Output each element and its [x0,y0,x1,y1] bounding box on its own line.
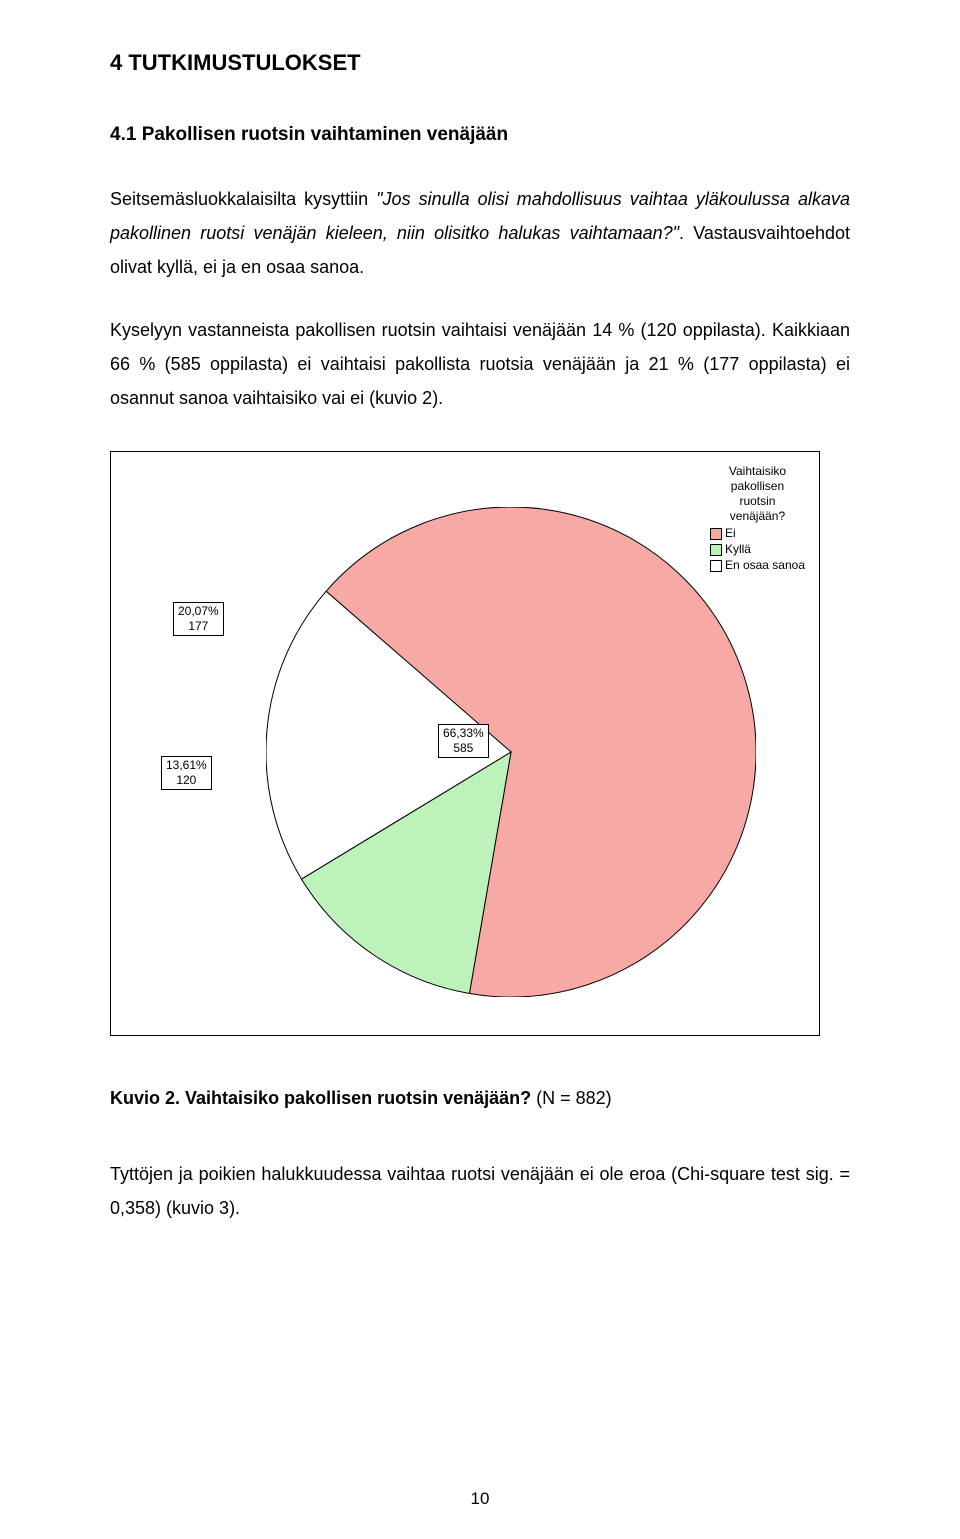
paragraph-2: Kyselyyn vastanneista pakollisen ruotsin… [110,313,850,416]
value-label-count: 177 [178,619,219,634]
paragraph-1: Seitsemäsluokkalaisilta kysyttiin "Jos s… [110,182,850,285]
value-label-pct: 13,61% [166,758,207,773]
legend-item-ei: Ei [710,526,805,541]
chart-caption: Kuvio 2. Vaihtaisiko pakollisen ruotsin … [110,1088,850,1109]
value-label-eos: 20,07%177 [173,602,224,636]
chart-legend: Vaihtaisiko pakollisen ruotsin venäjään?… [710,464,805,573]
value-label-count: 585 [443,741,484,756]
heading-main: 4 TUTKIMUSTULOKSET [110,50,850,76]
legend-swatch-eos [710,560,722,572]
value-label-ei: 66,33%585 [438,724,489,758]
value-label-pct: 66,33% [443,726,484,741]
page-number: 10 [0,1489,960,1509]
legend-label-kylla: Kyllä [725,542,751,557]
legend-title-line: pakollisen [710,479,805,494]
value-label-pct: 20,07% [178,604,219,619]
value-label-kylla: 13,61%120 [161,756,212,790]
value-label-count: 120 [166,773,207,788]
legend-title: Vaihtaisiko pakollisen ruotsin venäjään? [710,464,805,524]
legend-label-ei: Ei [725,526,736,541]
paragraph-1a: Seitsemäsluokkalaisilta kysyttiin [110,189,376,209]
legend-title-line: venäjään? [710,509,805,524]
legend-title-line: ruotsin [710,494,805,509]
legend-item-kylla: Kyllä [710,542,805,557]
chart-caption-bold: Kuvio 2. Vaihtaisiko pakollisen ruotsin … [110,1088,531,1108]
legend-item-eos: En osaa sanoa [710,558,805,573]
chart-caption-rest: (N = 882) [531,1088,612,1108]
legend-title-line: Vaihtaisiko [710,464,805,479]
legend-swatch-ei [710,528,722,540]
legend-swatch-kylla [710,544,722,556]
heading-sub: 4.1 Pakollisen ruotsin vaihtaminen venäj… [110,124,850,146]
pie-chart-frame: Vaihtaisiko pakollisen ruotsin venäjään?… [110,451,820,1036]
legend-label-eos: En osaa sanoa [725,558,805,573]
pie-chart [266,507,756,997]
paragraph-3: Tyttöjen ja poikien halukkuudessa vaihta… [110,1157,850,1225]
